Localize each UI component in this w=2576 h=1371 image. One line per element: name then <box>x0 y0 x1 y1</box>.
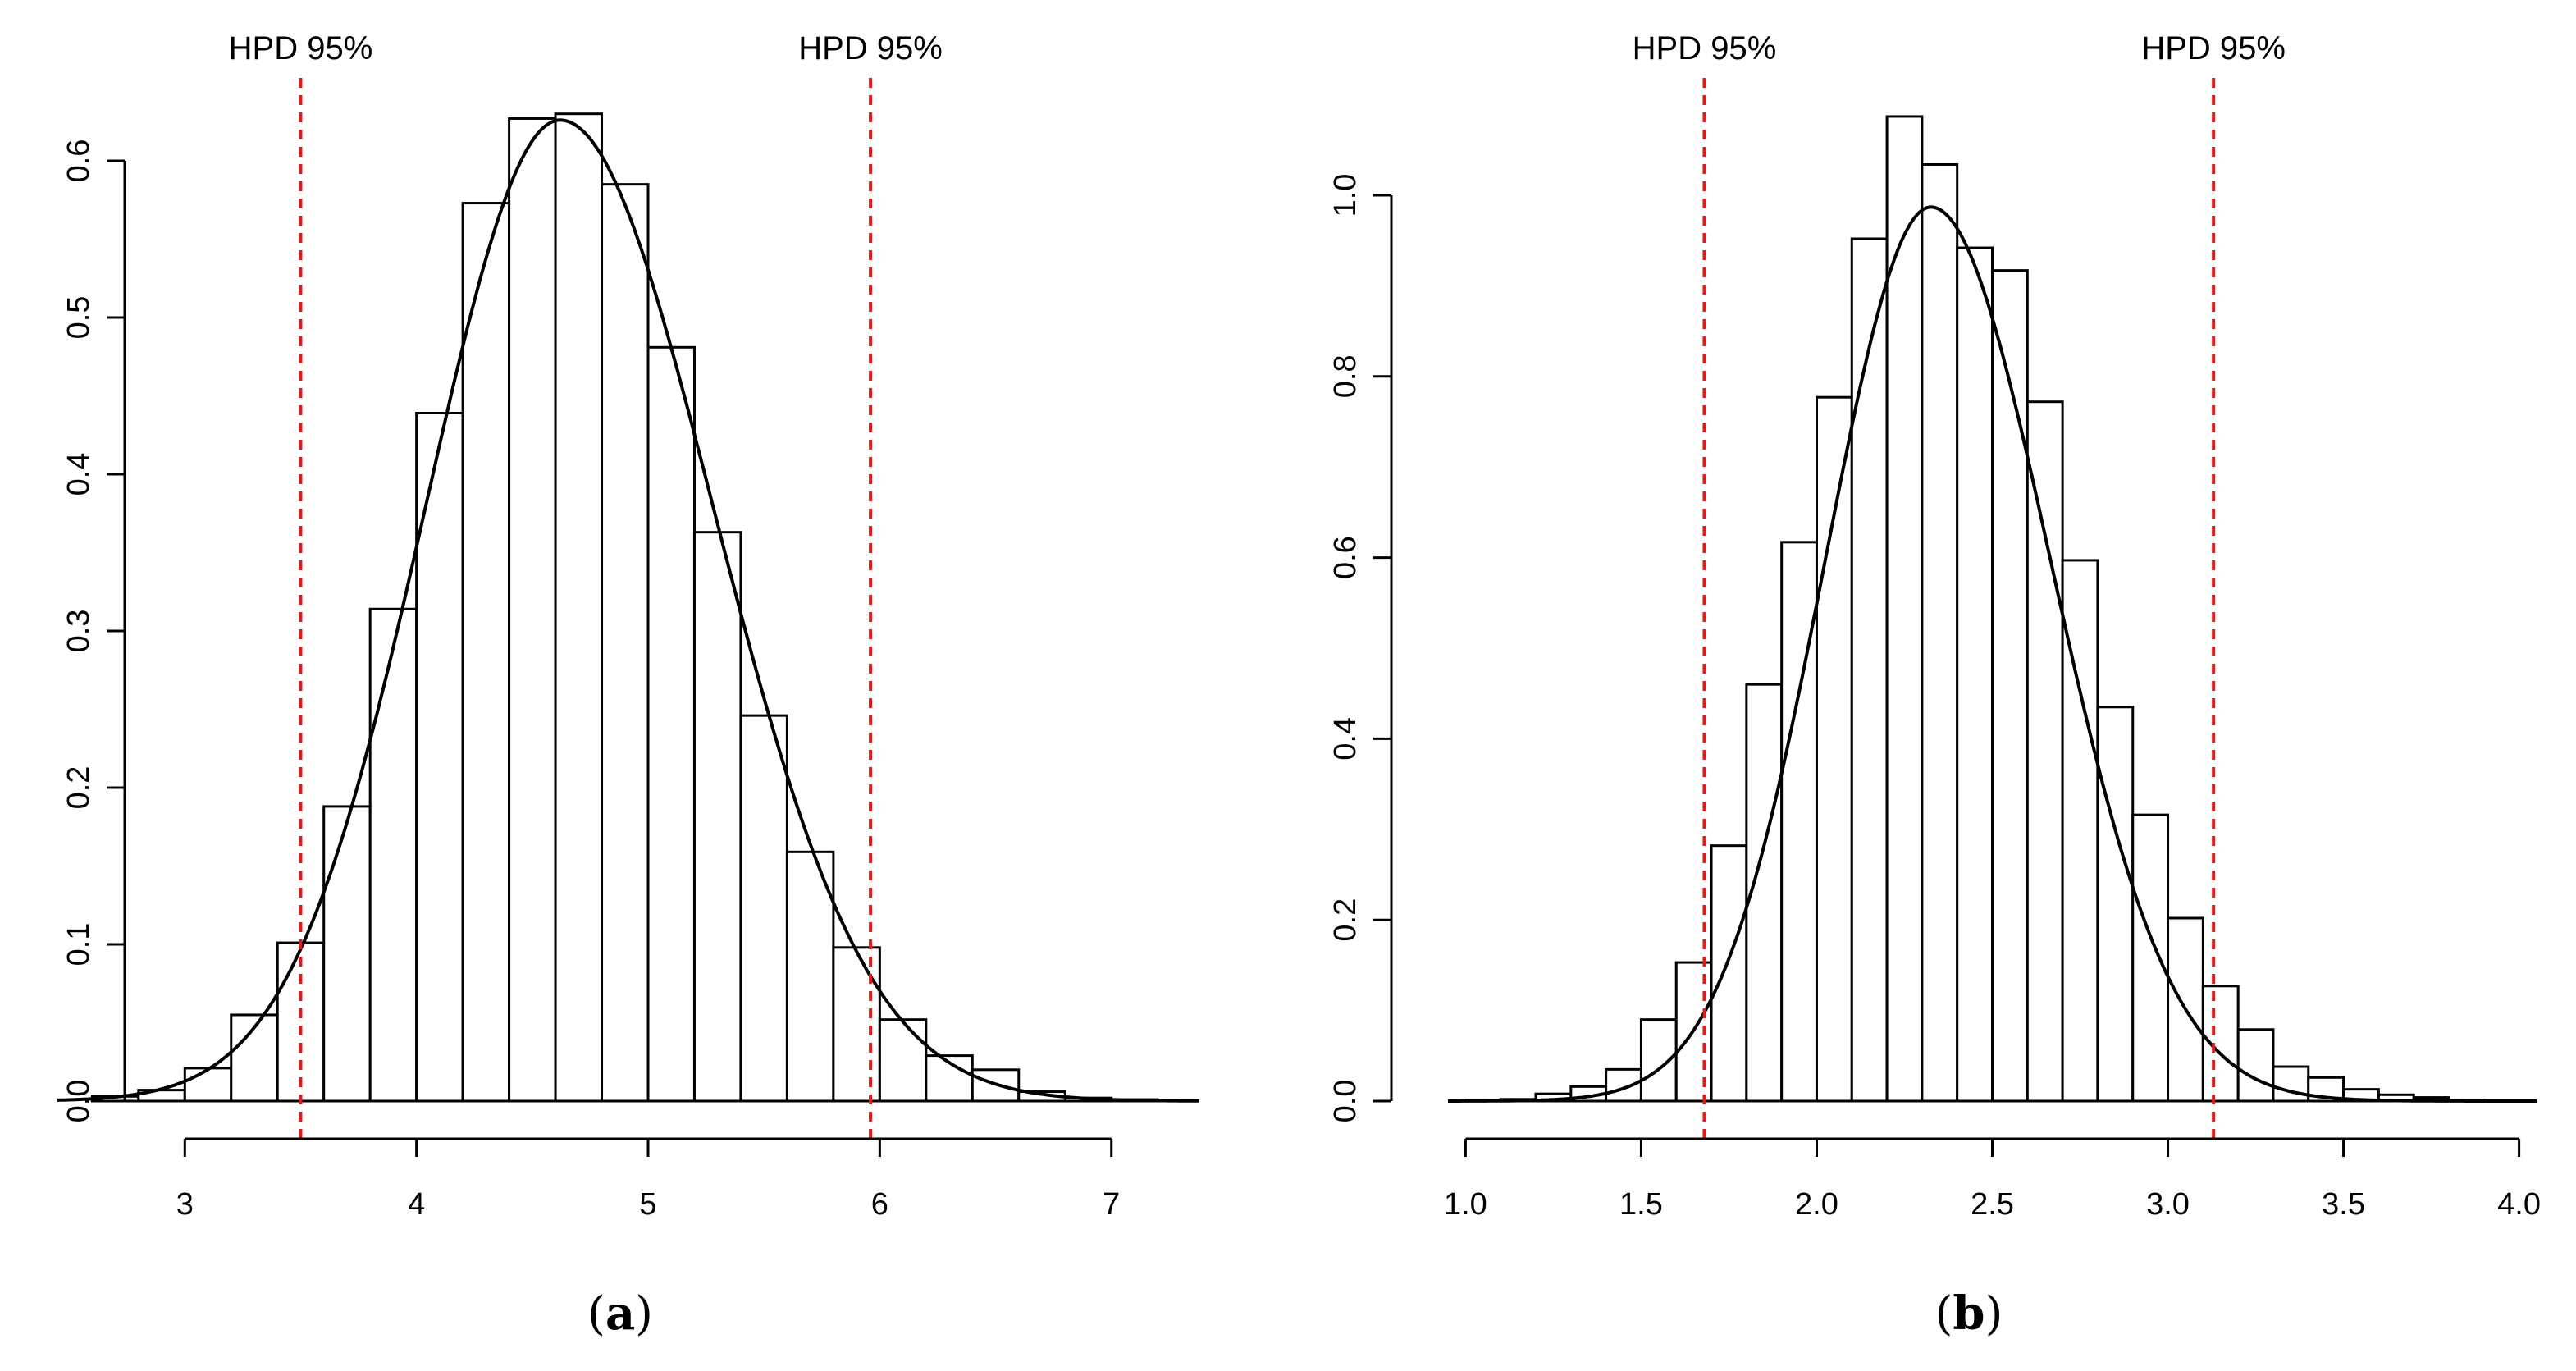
histogram-bar <box>322 805 372 1103</box>
y-tick-label: 0.0 <box>1328 1080 1363 1123</box>
hpd-label-upper: HPD 95% <box>798 30 943 66</box>
histogram-bar <box>1815 395 1853 1103</box>
histogram-bar <box>1605 1067 1642 1103</box>
histogram-bar <box>2131 813 2170 1103</box>
panel-caption: (b) <box>1935 1286 2003 1341</box>
y-tick-label: 0.3 <box>62 610 96 653</box>
x-tick-label: 4.0 <box>2497 1187 2541 1222</box>
x-tick-label: 5 <box>639 1187 656 1222</box>
caption-paren-close: ) <box>635 1287 653 1341</box>
hpd-label-upper: HPD 95% <box>2141 30 2286 66</box>
histogram-bar <box>1850 237 1889 1103</box>
histogram-bar <box>1921 162 1959 1103</box>
histogram-bar <box>508 117 557 1103</box>
histogram-bar <box>646 345 696 1103</box>
histogram-bar <box>554 112 604 1103</box>
histogram-bar <box>1991 269 2029 1103</box>
x-tick-label: 3.5 <box>2322 1187 2365 1222</box>
panel-caption: (a) <box>587 1286 653 1341</box>
y-tick-label: 0.6 <box>1328 536 1363 579</box>
histogram-bar <box>1710 844 1748 1103</box>
caption-letter: b <box>1953 1286 1985 1341</box>
histogram-bar <box>461 202 511 1103</box>
x-tick-label: 2.0 <box>1795 1187 1838 1222</box>
y-tick-label: 0.6 <box>62 139 96 183</box>
x-tick-label: 7 <box>1103 1187 1120 1222</box>
y-tick-label: 0.4 <box>62 453 96 496</box>
histogram-bar <box>785 850 835 1103</box>
y-tick-label: 0.8 <box>1328 354 1363 398</box>
hpd-label-lower: HPD 95% <box>229 30 373 66</box>
histogram-bar <box>2201 985 2240 1103</box>
caption-paren-open: ( <box>587 1287 605 1341</box>
histogram-bar <box>1885 115 1924 1103</box>
histogram-bar <box>739 714 788 1103</box>
x-tick-label: 1.5 <box>1619 1187 1663 1222</box>
histogram-bar <box>2236 1028 2275 1103</box>
y-tick-label: 1.0 <box>1328 174 1363 217</box>
y-tick-label: 0.5 <box>62 296 96 340</box>
y-tick-label: 0.4 <box>1328 717 1363 761</box>
histogram-bar <box>1956 246 1994 1103</box>
x-tick-label: 6 <box>871 1187 888 1222</box>
histogram-bar <box>183 1067 233 1103</box>
caption-paren-close: ) <box>1985 1287 2003 1341</box>
y-tick-label: 0.2 <box>1328 898 1363 942</box>
caption-letter: a <box>605 1286 635 1341</box>
histogram-bar <box>2272 1065 2310 1103</box>
histogram-bar <box>368 607 418 1103</box>
histogram-bar <box>692 531 742 1103</box>
histogram-bar <box>601 183 650 1103</box>
x-tick-label: 3 <box>176 1187 194 1222</box>
y-tick-label: 0.1 <box>62 923 96 967</box>
panel-a: HPD 95% HPD 95% 0.0 0.1 0.2 0.3 0.4 0.5 0.6 3 4 5 6 7… <box>57 30 1199 1341</box>
histogram-bar <box>878 1018 928 1103</box>
histogram-bar <box>2061 559 2099 1103</box>
histogram-bar <box>415 412 464 1103</box>
caption-paren-open: ( <box>1935 1287 1953 1341</box>
y-tick-label: 0.2 <box>62 766 96 810</box>
histogram-bar <box>2026 400 2064 1103</box>
x-tick-label: 1.0 <box>1444 1187 1487 1222</box>
histogram-bar <box>2096 706 2135 1103</box>
density-curve <box>1448 205 2537 1103</box>
x-tick-label: 4 <box>408 1187 425 1222</box>
x-tick-label: 3.0 <box>2146 1187 2190 1222</box>
x-tick-label: 2.5 <box>1971 1187 2014 1222</box>
density-curve <box>57 118 1199 1103</box>
histogram-bar <box>832 946 881 1103</box>
histogram-bar <box>2167 916 2204 1103</box>
y-tick-label: 0.0 <box>62 1080 96 1123</box>
panel-b: HPD 95% HPD 95% 0.0 0.2 0.4 0.6 0.8 1.0 1.0 1.5 2.… <box>1328 30 2541 1341</box>
hpd-label-lower: HPD 95% <box>1633 30 1777 66</box>
